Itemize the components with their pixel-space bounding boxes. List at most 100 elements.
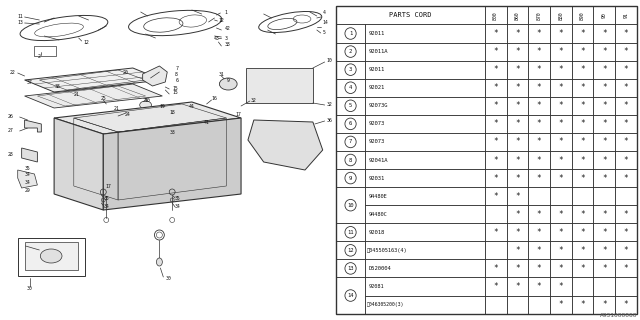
- Text: *: *: [515, 246, 520, 255]
- Bar: [506, 79, 528, 97]
- Text: *: *: [493, 65, 498, 74]
- Text: *: *: [537, 264, 541, 273]
- Bar: [365, 97, 485, 115]
- Text: D520004: D520004: [369, 266, 392, 271]
- Text: *: *: [624, 210, 628, 219]
- Bar: [365, 133, 485, 151]
- Bar: [572, 43, 593, 60]
- Text: *: *: [580, 228, 585, 237]
- Text: *: *: [515, 192, 520, 201]
- Text: 20: 20: [123, 69, 129, 75]
- Text: *: *: [559, 282, 563, 291]
- Text: 31: 31: [218, 73, 224, 77]
- Text: *: *: [624, 156, 628, 164]
- Text: 2: 2: [38, 53, 41, 59]
- Text: 3: 3: [349, 67, 352, 72]
- Text: 92073: 92073: [369, 140, 385, 144]
- Text: 890: 890: [580, 11, 585, 20]
- Text: 6: 6: [349, 121, 352, 126]
- Text: *: *: [602, 101, 607, 110]
- Bar: [528, 296, 550, 314]
- Text: 34: 34: [174, 204, 180, 209]
- Bar: [365, 79, 485, 97]
- Text: 14: 14: [323, 20, 328, 25]
- Bar: [550, 187, 572, 205]
- Text: *: *: [580, 264, 585, 273]
- Text: *: *: [580, 47, 585, 56]
- Text: 880: 880: [558, 11, 563, 20]
- Bar: [336, 260, 365, 277]
- Bar: [506, 187, 528, 205]
- Text: *: *: [559, 210, 563, 219]
- Bar: [572, 133, 593, 151]
- Bar: [528, 169, 550, 187]
- Bar: [506, 260, 528, 277]
- Text: 9: 9: [349, 176, 352, 180]
- Text: 12: 12: [348, 248, 354, 253]
- Bar: [485, 115, 506, 133]
- Text: *: *: [602, 83, 607, 92]
- Bar: [365, 24, 485, 43]
- Bar: [593, 43, 615, 60]
- Bar: [506, 43, 528, 60]
- Bar: [615, 296, 637, 314]
- Bar: [35, 46, 56, 56]
- Bar: [336, 115, 365, 133]
- Text: Ⓢ046305200(3): Ⓢ046305200(3): [367, 302, 404, 307]
- Text: 870: 870: [536, 11, 541, 20]
- Text: *: *: [580, 83, 585, 92]
- Text: 15: 15: [172, 91, 178, 95]
- Text: 1: 1: [349, 31, 352, 36]
- Text: 92011A: 92011A: [369, 49, 388, 54]
- Bar: [365, 205, 485, 223]
- Text: *: *: [559, 47, 563, 56]
- Text: 3: 3: [225, 36, 227, 41]
- Text: *: *: [559, 101, 563, 110]
- Text: *: *: [493, 173, 498, 183]
- Bar: [572, 79, 593, 97]
- Text: *: *: [515, 210, 520, 219]
- Bar: [550, 223, 572, 241]
- Bar: [572, 260, 593, 277]
- Text: 13: 13: [18, 20, 24, 25]
- Text: *: *: [559, 137, 563, 147]
- Bar: [528, 187, 550, 205]
- Text: *: *: [537, 47, 541, 56]
- Text: 24: 24: [125, 111, 131, 116]
- Text: 7: 7: [175, 66, 178, 70]
- Text: *: *: [537, 83, 541, 92]
- Bar: [572, 6, 593, 24]
- Bar: [506, 277, 528, 296]
- Bar: [336, 187, 365, 223]
- Bar: [615, 6, 637, 24]
- Text: *: *: [602, 137, 607, 147]
- Bar: [572, 115, 593, 133]
- Text: *: *: [559, 83, 563, 92]
- Bar: [246, 68, 313, 103]
- Text: *: *: [624, 246, 628, 255]
- Text: 27: 27: [8, 127, 13, 132]
- Bar: [506, 241, 528, 260]
- Text: 92011: 92011: [369, 31, 385, 36]
- Polygon shape: [24, 84, 163, 108]
- Text: *: *: [559, 173, 563, 183]
- Bar: [336, 169, 365, 187]
- Text: *: *: [559, 65, 563, 74]
- Bar: [550, 6, 572, 24]
- Polygon shape: [248, 120, 323, 170]
- Bar: [528, 97, 550, 115]
- Bar: [572, 24, 593, 43]
- Text: 4: 4: [323, 10, 326, 14]
- Text: *: *: [580, 119, 585, 128]
- Bar: [18, 238, 84, 276]
- Text: *: *: [515, 65, 520, 74]
- Bar: [550, 241, 572, 260]
- Text: *: *: [624, 137, 628, 147]
- Text: 92041A: 92041A: [369, 157, 388, 163]
- Text: *: *: [624, 119, 628, 128]
- Text: *: *: [493, 264, 498, 273]
- Text: 92081: 92081: [369, 284, 385, 289]
- Bar: [615, 115, 637, 133]
- Bar: [485, 24, 506, 43]
- Text: 42: 42: [225, 27, 230, 31]
